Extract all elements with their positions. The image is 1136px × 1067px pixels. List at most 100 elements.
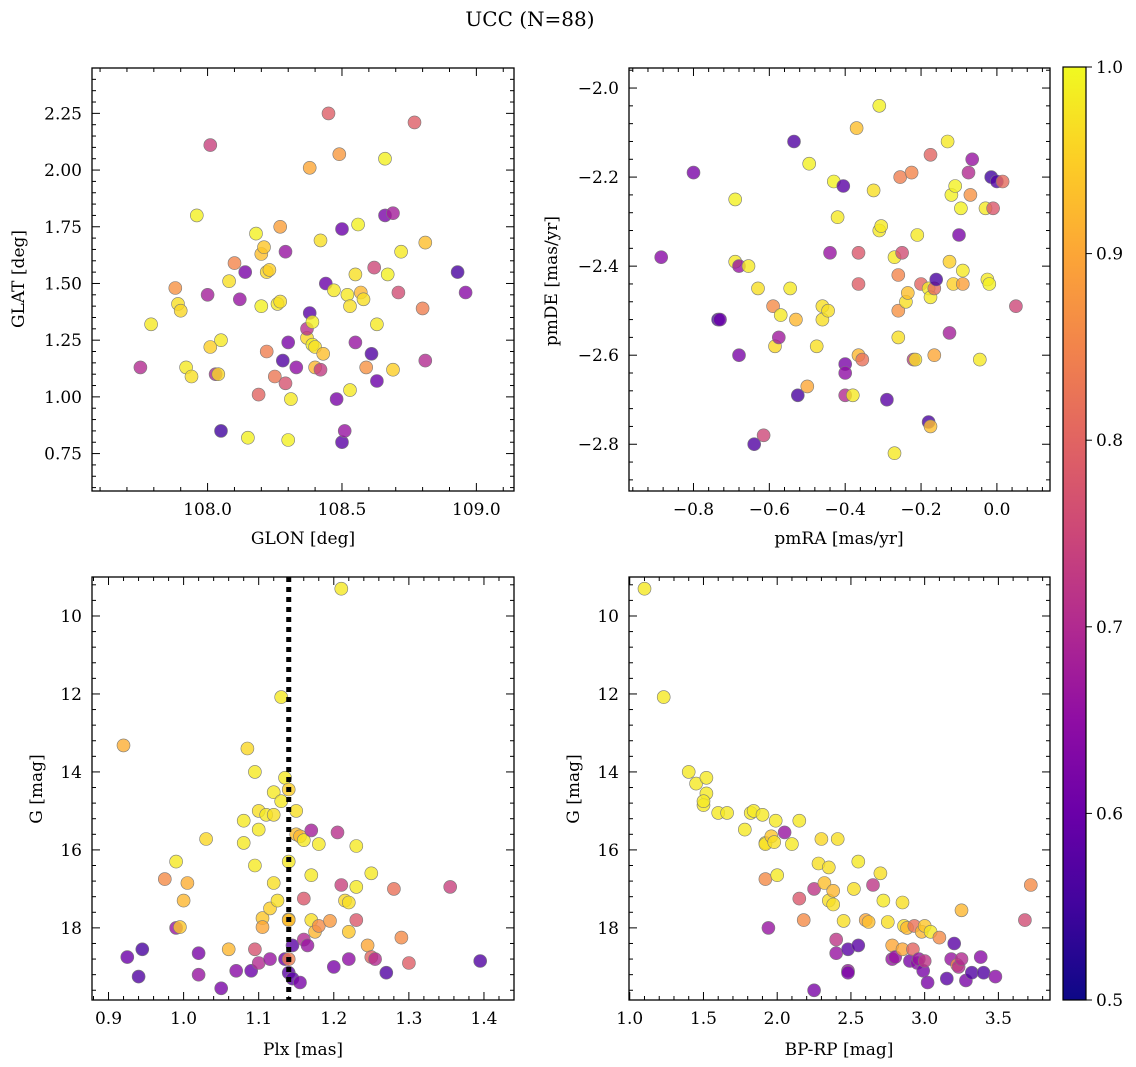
scatter-point <box>289 804 304 818</box>
scatter-point <box>316 346 331 361</box>
scatter-point <box>340 287 355 302</box>
x-axis-label: pmRA [mas/yr] <box>774 529 903 549</box>
scatter-point <box>836 179 851 193</box>
scatter-point <box>785 837 799 851</box>
y-tick-label: −2.8 <box>578 435 619 455</box>
scatter-point <box>311 919 326 933</box>
x-tick-label: 1.3 <box>395 1009 422 1029</box>
scatter-point <box>304 823 319 838</box>
y-tick-label: 16 <box>60 841 82 861</box>
scatter-point <box>367 260 382 275</box>
scatter-point <box>368 952 382 966</box>
scatter-point <box>976 965 991 980</box>
scatter-point <box>713 312 727 327</box>
scatter-point <box>940 134 955 149</box>
tick-marks <box>629 68 1050 491</box>
scatter-point <box>364 346 379 361</box>
scatter-point <box>849 121 864 135</box>
scatter-point <box>1009 299 1023 314</box>
scatter-point <box>955 263 970 278</box>
scatter-point <box>681 765 696 779</box>
scatter-point <box>770 868 785 883</box>
scatter-point <box>360 938 375 953</box>
scatter-point <box>266 807 281 822</box>
y-tick-label: 1.75 <box>44 218 82 238</box>
scatter-point <box>227 256 242 270</box>
scatter-point <box>329 392 344 406</box>
scatter-point <box>281 335 296 350</box>
scatter-point <box>254 299 269 314</box>
scatter-point <box>214 981 228 996</box>
scatter-point <box>255 920 270 934</box>
scatter-point <box>637 581 652 596</box>
scatter-point <box>221 942 236 957</box>
scatter-point <box>236 813 251 828</box>
x-tick-label: 2.5 <box>837 1009 864 1029</box>
x-tick-label: 1.0 <box>616 1009 643 1029</box>
x-tick-label: 108.5 <box>318 500 367 520</box>
scatter-point <box>180 876 195 890</box>
scatter-point <box>851 938 866 953</box>
scatter-point <box>200 287 215 302</box>
scatter-point <box>954 952 969 966</box>
scatter-point <box>335 435 349 450</box>
y-tick-label: 10 <box>60 607 82 627</box>
scatter-point <box>773 308 788 322</box>
x-tick-labels: −0.8 −0.6 −0.4 −0.2 0.0 <box>673 500 1011 520</box>
scatter-point <box>988 969 1003 984</box>
scatter-point <box>767 835 782 849</box>
scatter-point <box>955 277 970 291</box>
scatter-point <box>281 433 296 447</box>
scatter-point <box>334 581 349 596</box>
scatter-point <box>191 967 206 982</box>
scatter-point <box>274 794 289 809</box>
scatter-point <box>266 785 281 800</box>
y-axis-label: G [mag] <box>564 754 584 823</box>
x-tick-label: 3.0 <box>911 1009 938 1029</box>
scatter-point <box>986 201 1000 216</box>
scatter-point <box>370 317 384 332</box>
y-tick-label: 16 <box>597 841 619 861</box>
scatter-point <box>777 825 792 840</box>
scatter-point <box>952 228 966 242</box>
y-tick-label: −2.4 <box>578 257 619 277</box>
scatter-point <box>800 379 815 394</box>
colorbar: 0.5 0.6 0.7 0.8 0.9 1.0 <box>1062 58 1123 1011</box>
scatter-point <box>334 878 349 892</box>
scatter-point <box>741 259 756 273</box>
scatter-point <box>927 348 942 363</box>
colorbar-gradient <box>1062 66 1087 1001</box>
colorbar-tick-label: 0.9 <box>1096 245 1123 265</box>
scatter-point <box>296 891 311 906</box>
x-tick-labels: 0.9 1.0 1.1 1.2 1.3 1.4 <box>95 1009 497 1029</box>
scatter-point <box>169 854 183 869</box>
x-tick-labels: 108.0 108.5 109.0 <box>183 500 500 520</box>
scatter-point <box>942 326 957 340</box>
scatter-point <box>766 299 780 314</box>
colorbar-tick-label: 0.6 <box>1096 804 1123 824</box>
scatter-point <box>278 376 293 391</box>
scatter-point <box>300 938 315 953</box>
scatter-point <box>920 975 935 990</box>
scatter-point <box>876 893 891 908</box>
scatter-point <box>173 920 187 934</box>
scatter-point <box>963 188 978 202</box>
scatter-point <box>327 283 341 298</box>
x-tick-label: −0.8 <box>673 500 714 520</box>
scatter-point <box>240 741 255 756</box>
x-axis-label: BP-RP [mag] <box>785 1040 894 1060</box>
scatter-point <box>379 965 394 980</box>
scatter-point <box>116 738 131 753</box>
scatter-point <box>391 285 406 300</box>
scatter-point <box>173 303 188 318</box>
y-tick-label: 12 <box>597 685 619 705</box>
scatter-point <box>932 930 947 945</box>
scatter-point <box>450 265 465 279</box>
plot-frame <box>91 67 515 492</box>
scatter-point <box>293 975 307 990</box>
scatter-point <box>821 303 835 318</box>
scatter-point <box>349 880 364 894</box>
x-tick-label: 0.0 <box>983 500 1010 520</box>
scatter-points <box>133 106 473 450</box>
scatter-point <box>415 301 430 316</box>
